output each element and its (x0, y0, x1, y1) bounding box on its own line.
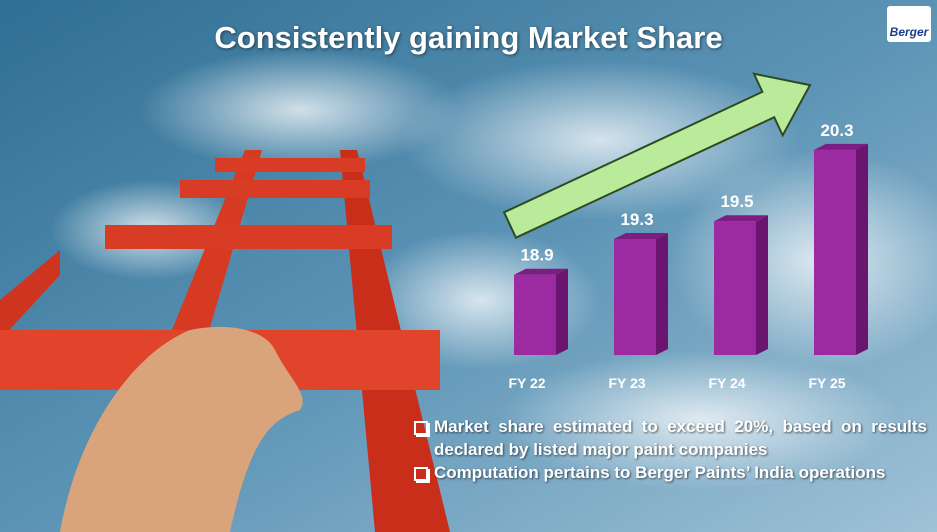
value-label: 20.3 (820, 121, 853, 140)
bar-top (514, 268, 568, 275)
x-tick-label: FY 25 (808, 375, 845, 391)
bar-side (856, 143, 868, 355)
ladder (0, 150, 450, 532)
title: Consistently gaining Market Share (214, 20, 723, 55)
bar-top (614, 233, 668, 240)
x-tick-label: FY 24 (708, 375, 745, 391)
bar-side (556, 268, 568, 355)
value-label: 19.5 (720, 192, 753, 211)
bar (814, 149, 856, 355)
bar-top (714, 215, 768, 222)
bar (714, 221, 756, 355)
note: Market share estimated to exceed 20%, ba… (412, 415, 927, 461)
bar-side (756, 215, 768, 355)
value-label: 19.3 (620, 210, 653, 229)
growth-arrow (502, 72, 812, 240)
clouds (50, 50, 937, 490)
note: Computation pertains to Berger Paints’ I… (412, 461, 927, 484)
notes: Market share estimated to exceed 20%, ba… (412, 415, 927, 484)
bar (614, 239, 656, 355)
bar-side (656, 233, 668, 355)
logo: Berger (887, 6, 931, 42)
bar (514, 274, 556, 355)
bar-top (814, 143, 868, 150)
value-label: 18.9 (520, 246, 553, 265)
x-tick-label: FY 23 (608, 375, 645, 391)
x-tick-label: FY 22 (508, 375, 545, 391)
